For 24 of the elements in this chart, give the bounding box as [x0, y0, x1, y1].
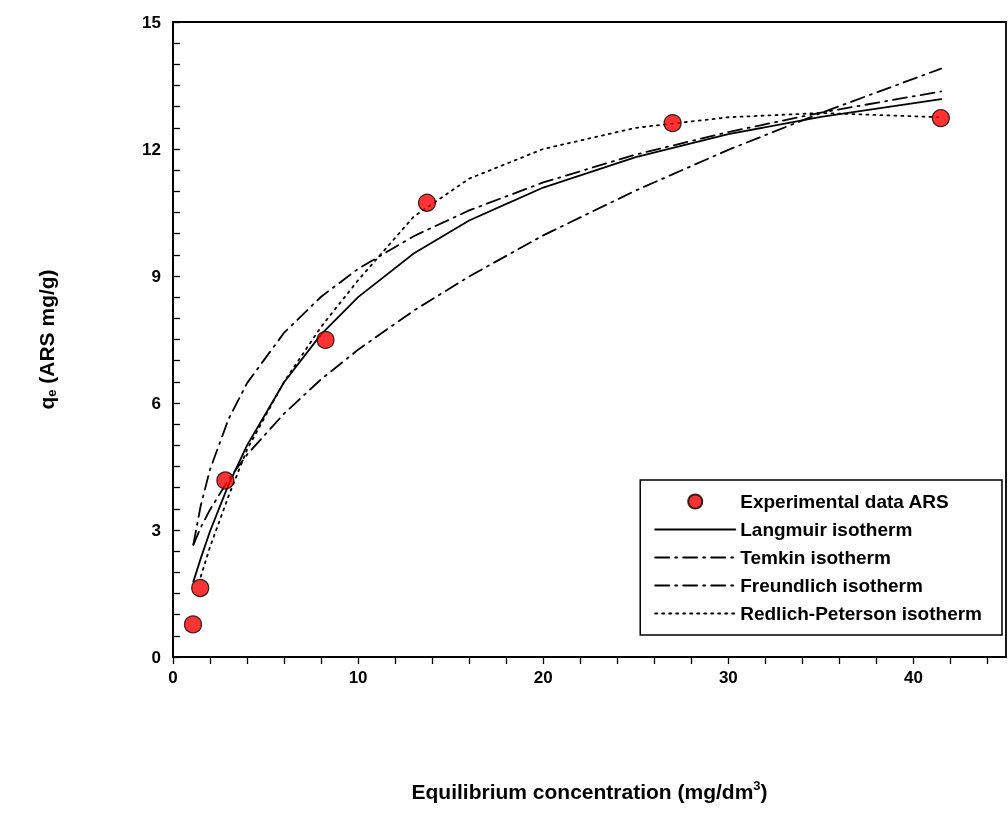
y-tick-label: 0 [151, 647, 161, 667]
legend-label: Redlich-Peterson isotherm [740, 603, 982, 624]
legend-label: Freundlich isotherm [740, 575, 923, 596]
legend-label: Temkin isotherm [740, 547, 891, 568]
x-tick-label: 20 [533, 668, 553, 687]
legend-label: Langmuir isotherm [740, 519, 913, 540]
y-tick-label: 6 [151, 393, 161, 413]
x-tick-label: 40 [903, 668, 923, 687]
point [191, 578, 210, 598]
point [183, 615, 203, 634]
point [931, 109, 950, 128]
y-tick-label: 15 [142, 12, 161, 32]
x-tick-label: 10 [348, 668, 368, 687]
y-tick-label: 12 [142, 139, 161, 159]
y-tick-label: 9 [151, 266, 161, 286]
y-axis-title: qe (ARS mg/g) [35, 269, 59, 410]
point [316, 330, 335, 350]
point [216, 471, 235, 490]
point [663, 114, 682, 133]
x-tick-label: 30 [718, 668, 738, 687]
legend-label: Experimental data ARS [740, 491, 949, 512]
y-tick-label: 3 [151, 520, 161, 540]
x-tick-label: 0 [168, 668, 178, 687]
point [417, 193, 437, 212]
